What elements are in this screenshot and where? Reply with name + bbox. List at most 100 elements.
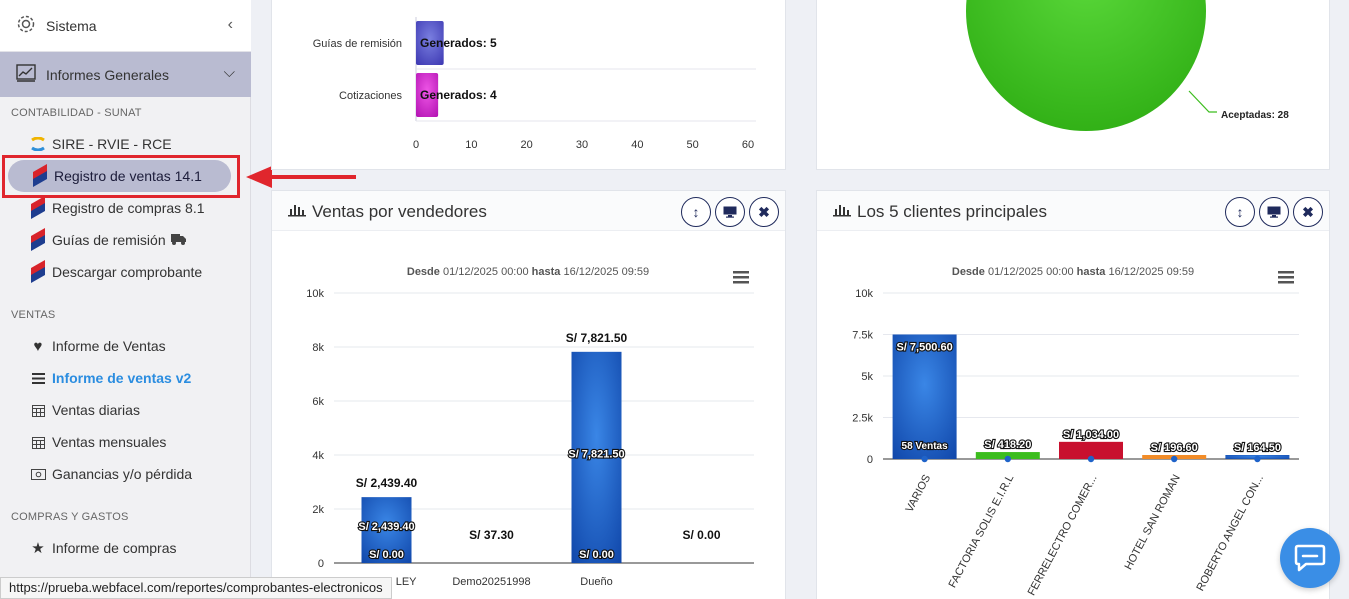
bar-top-label: S/ 2,439.40: [356, 476, 418, 490]
bar-value-label: S/ 7,500.60: [896, 341, 952, 353]
bar: [416, 21, 444, 65]
bar-chart-icon: [833, 202, 851, 222]
sidebar: Sistema ‹ Informes Generales ⌵ CONTABILI…: [0, 0, 251, 599]
menu-icon-line: [1278, 276, 1294, 279]
bar-value-label: S/ 196.60: [1151, 442, 1198, 454]
sidebar-item-label: Sistema: [46, 17, 97, 34]
sidebar-item-ganancias[interactable]: Ganancias y/o pérdida: [30, 463, 192, 485]
sidebar-item-sistema[interactable]: Sistema ‹: [0, 0, 251, 52]
monitor-button[interactable]: [1259, 197, 1289, 227]
menu-icon: [733, 271, 749, 284]
bar: [975, 452, 1040, 459]
sunat-icon: [30, 195, 46, 220]
ventas-vendedores-card: Ventas por vendedores ↕ ✖ Desde 01/12/20…: [271, 190, 786, 599]
x-tick-label: 10: [465, 139, 477, 151]
ventas-vendedores-chart: Desde 01/12/2025 00:00 hasta 16/12/2025 …: [306, 266, 754, 588]
calendar-icon: [30, 434, 46, 450]
resize-vertical-button[interactable]: ↕: [1225, 197, 1255, 227]
sidebar-item-label: SIRE - RVIE - RCE: [52, 136, 172, 152]
bar-inner-label: S/ 7,821.50: [568, 448, 624, 460]
sidebar-item-ventas-diarias[interactable]: Ventas diarias: [30, 399, 140, 421]
y-tick-label: 0: [867, 454, 873, 466]
x-tick-label: LEY: [396, 576, 417, 588]
sidebar-item-informe-ventas-v2[interactable]: Informe de ventas v2: [30, 367, 191, 389]
monitor-icon: [1267, 206, 1281, 218]
sidebar-item-guias-remision[interactable]: Guías de remisión: [30, 227, 186, 252]
documents-chart-card: 0 10 20 30 40 50 60 Guías de remisión Generados:…: [271, 0, 786, 170]
status-bar-url: https://prueba.webfacel.com/reportes/com…: [0, 577, 392, 599]
clientes-principales-card: Los 5 clientes principales ↕ ✖ Desde 01/…: [816, 190, 1330, 599]
sidebar-item-informes-generales[interactable]: Informes Generales ⌵: [0, 52, 251, 97]
money-icon: [30, 466, 46, 482]
sire-icon: [30, 136, 46, 152]
y-tick-label: 7.5k: [852, 330, 873, 342]
data-label: Generados: 4: [420, 88, 497, 102]
sidebar-item-label: Informe de ventas v2: [52, 370, 192, 386]
menu-icon-line: [1278, 281, 1294, 284]
x-tick-label: HOTEL SAN ROMAN: [1123, 473, 1183, 572]
x-tick-label: FERRELECTRO COMER...: [1026, 473, 1100, 598]
status-pie-chart: Aceptadas: 28: [966, 0, 1289, 131]
sidebar-item-label: Ventas mensuales: [52, 434, 167, 450]
star-icon: ★: [31, 540, 45, 557]
sidebar-item-informe-compras[interactable]: ★ Informe de compras: [30, 537, 177, 559]
data-label: Generados: 5: [420, 36, 497, 50]
y-tick-label: 6k: [312, 396, 324, 408]
chat-button[interactable]: [1280, 528, 1340, 588]
bar-value-label: S/ 164.50: [1234, 442, 1281, 454]
bar-base-dot: [1004, 455, 1011, 463]
bar: [1059, 441, 1123, 459]
card-header: Los 5 clientes principales ↕ ✖: [817, 191, 1329, 231]
y-tick-label: 4k: [312, 450, 324, 462]
date-range-label: Desde 01/12/2025 00:00 hasta 16/12/2025 …: [952, 266, 1194, 278]
status-pie-card: Aceptadas: 28: [816, 0, 1330, 170]
y-tick-label: 8k: [312, 342, 324, 354]
bar-base-label: S/ 0.00: [369, 549, 404, 561]
sidebar-item-label: Informe de Ventas: [52, 338, 166, 354]
menu-icon: [1278, 271, 1294, 284]
pie-slice-aceptadas[interactable]: [966, 0, 1206, 131]
x-tick-label: FACTORIA SOLIS E.I.R.L: [947, 473, 1017, 590]
monitor-icon: [723, 206, 737, 218]
section-heading-compras: COMPRAS Y GASTOS: [11, 511, 129, 523]
close-button[interactable]: ✖: [749, 197, 779, 227]
bar-value-label: S/ 418.20: [984, 439, 1031, 451]
pie-slice-label: Aceptadas: 28: [1221, 110, 1289, 121]
section-heading-contabilidad: CONTABILIDAD - SUNAT: [11, 107, 142, 119]
x-tick-label: ROBERTO ANGEL CON...: [1194, 473, 1266, 593]
close-button[interactable]: ✖: [1293, 197, 1323, 227]
sidebar-item-label: Ganancias y/o pérdida: [52, 466, 193, 482]
x-tick-label: VARIOS: [904, 473, 934, 515]
chevron-down-icon[interactable]: ⌵: [223, 64, 235, 81]
sunat-icon: [30, 227, 46, 252]
bar-base-label: S/ 0.00: [579, 549, 614, 561]
resize-vertical-button[interactable]: ↕: [681, 197, 711, 227]
documents-bar-chart: 0 10 20 30 40 50 60 Guías de remisión Generados:…: [313, 17, 756, 151]
card-title: Los 5 clientes principales: [857, 202, 1047, 221]
date-range-label: Desde 01/12/2025 00:00 hasta 16/12/2025 …: [407, 266, 649, 278]
bar-base-dot: [1087, 455, 1095, 463]
y-tick-label: 10k: [306, 288, 324, 300]
sidebar-item-informe-ventas[interactable]: ♥ Informe de Ventas: [30, 335, 166, 357]
sidebar-item-label: Registro de ventas 14.1: [54, 168, 202, 184]
chevron-left-icon[interactable]: ‹: [227, 16, 233, 33]
bar-value-label: S/ 1,034.00: [1063, 429, 1119, 441]
sidebar-item-sire[interactable]: SIRE - RVIE - RCE: [30, 133, 172, 155]
clientes-principales-chart: Desde 01/12/2025 00:00 hasta 16/12/2025 …: [852, 266, 1299, 598]
x-tick-label: 60: [742, 139, 754, 151]
sidebar-item-label: Informe de compras: [52, 540, 177, 556]
sidebar-item-registro-compras[interactable]: Registro de compras 8.1: [30, 195, 205, 220]
line-chart-icon: [16, 64, 36, 85]
pie-connector-line: [1188, 90, 1217, 113]
bar-top-label: S/ 0.00: [682, 528, 720, 542]
sidebar-item-registro-ventas[interactable]: Registro de ventas 14.1: [8, 160, 231, 192]
category-label: Cotizaciones: [339, 90, 402, 102]
red-arrow-icon: [246, 166, 356, 188]
calendar-icon: [30, 402, 46, 418]
sidebar-item-ventas-mensuales[interactable]: Ventas mensuales: [30, 431, 166, 453]
monitor-button[interactable]: [715, 197, 745, 227]
sidebar-item-label: Informes Generales: [46, 66, 169, 83]
sidebar-item-label: Descargar comprobante: [52, 264, 203, 280]
bar-top-label: S/ 37.30: [469, 528, 514, 542]
sidebar-item-descargar[interactable]: Descargar comprobante: [30, 259, 203, 284]
